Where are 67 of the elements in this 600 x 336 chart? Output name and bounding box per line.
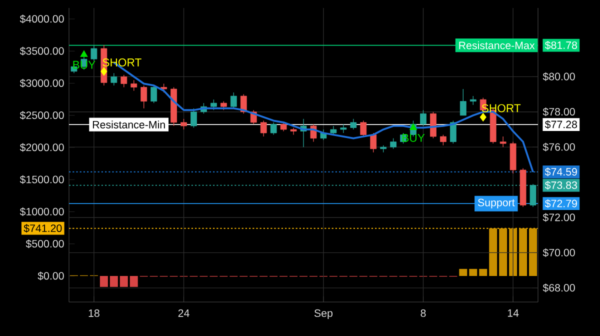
- bar: [100, 276, 108, 287]
- candlestick: [290, 127, 297, 136]
- candlestick: [420, 110, 426, 126]
- bar: [130, 276, 138, 287]
- x-tick-label: 24: [178, 309, 190, 317]
- y-tick-label: $77.28: [544, 120, 577, 129]
- candlestick: [230, 92, 237, 109]
- y-tick-label: $68.00: [542, 284, 575, 292]
- x-tick-label: 14: [508, 309, 519, 317]
- y-tick-label: $76.00: [542, 142, 575, 152]
- candlestick: [130, 80, 138, 92]
- candlestick: [360, 120, 367, 137]
- candlestick: [370, 132, 377, 153]
- point: [410, 123, 418, 130]
- bar: [120, 276, 128, 287]
- candlestick: [190, 108, 197, 128]
- x-tick-label: Sep: [314, 309, 332, 320]
- bar: [110, 276, 118, 287]
- bar: [529, 228, 538, 276]
- candlestick: [110, 72, 118, 86]
- y-tick-label: $81.78: [544, 40, 577, 50]
- bar: [499, 228, 508, 276]
- y2-tick-label: $2000.00: [20, 143, 64, 152]
- y-tick-label: $70.00: [542, 248, 575, 258]
- ref-line-label: Resistance-Min: [92, 120, 165, 128]
- y-tick-label: $72.79: [544, 199, 577, 208]
- candlestick: [140, 85, 148, 109]
- y2-tick-label: $0.00: [38, 272, 64, 280]
- candlestick: [260, 120, 267, 137]
- y2-tick-label: $3000.00: [20, 78, 64, 88]
- y2-tick-label: $4000.00: [20, 14, 64, 24]
- candlestick: [500, 136, 506, 148]
- candlestick: [180, 118, 187, 130]
- candlestick: [440, 134, 446, 146]
- y-tick-label: $74.59: [544, 168, 577, 176]
- bar: [469, 268, 478, 276]
- ref-line-label: Resistance-Max: [459, 41, 535, 50]
- y2-tick-label: $500.00: [26, 240, 64, 248]
- candlestick: [340, 124, 347, 134]
- point: [480, 112, 486, 122]
- point: [80, 50, 88, 57]
- bar: [459, 268, 468, 276]
- bar: [519, 228, 528, 276]
- bar: [489, 228, 498, 276]
- candlestick: [270, 122, 277, 136]
- candlestick: [90, 44, 98, 62]
- y2-tick-label: $1000.00: [20, 207, 64, 216]
- candlestick: [430, 112, 436, 139]
- candlestick: [460, 88, 466, 116]
- y-tick-label: $80.00: [542, 72, 575, 81]
- y-tick-label: $72.00: [542, 213, 575, 222]
- y-tick-label: $73.83: [544, 180, 577, 190]
- y2-tick-label: $1500.00: [20, 175, 64, 184]
- candlestick: [150, 85, 158, 104]
- y2-tick-label: $3500.00: [20, 46, 64, 56]
- y2-tick-label: $2500.00: [20, 111, 64, 120]
- x-tick-label: 18: [88, 309, 100, 317]
- candlestick: [350, 118, 357, 130]
- point: [100, 67, 108, 76]
- x-tick-label: 8: [420, 309, 426, 317]
- candlestick: [120, 74, 128, 88]
- y-tick-label: $78.00: [542, 108, 575, 116]
- bar: [479, 268, 488, 276]
- candlestick: [210, 99, 217, 110]
- candlestick: [390, 138, 396, 150]
- y2-tick-label: $741.20: [24, 224, 62, 233]
- ref-line-label: Support: [478, 198, 515, 208]
